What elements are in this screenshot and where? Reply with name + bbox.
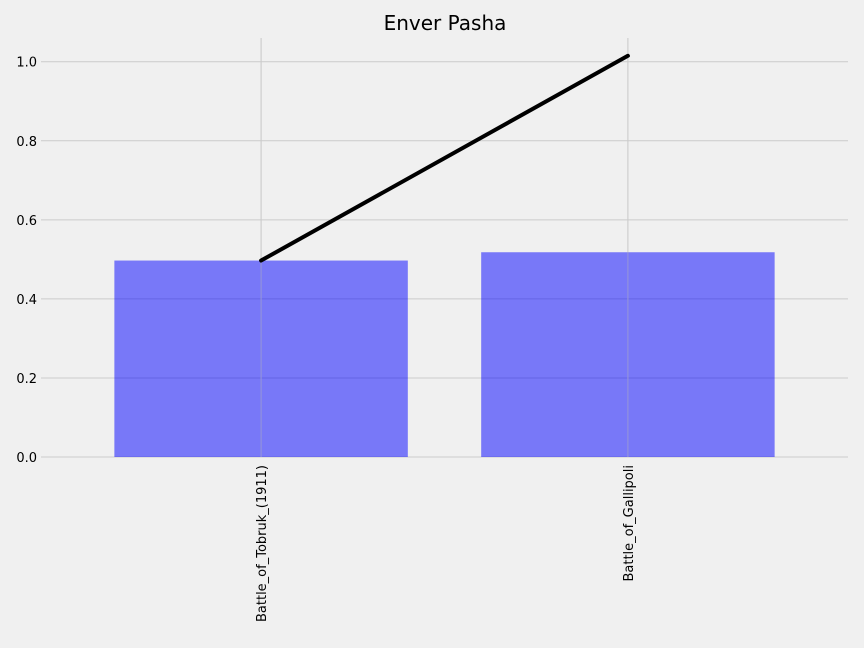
y-tick-label: 1.0	[16, 56, 37, 71]
line-series-path	[259, 53, 630, 263]
line-series	[259, 53, 630, 263]
x-axis-ticks: Battle_of_Tobruk_(1911) Battle_of_Gallipo…	[255, 465, 637, 622]
y-tick-label: 0.8	[16, 135, 37, 150]
y-tick-label: 0.4	[16, 293, 37, 308]
y-tick-label: 0.2	[16, 372, 37, 387]
x-tick-label: Battle_of_Gallipoli	[622, 465, 637, 582]
y-tick-label: 0.6	[16, 214, 37, 229]
y-axis-ticks: 0.0 0.2 0.4 0.6 0.8 1.0	[16, 56, 37, 466]
bars	[114, 38, 775, 457]
x-tick-label: Battle_of_Tobruk_(1911)	[255, 465, 270, 622]
y-tick-label: 0.0	[16, 451, 37, 466]
chart-title: Enver Pasha	[384, 11, 507, 35]
